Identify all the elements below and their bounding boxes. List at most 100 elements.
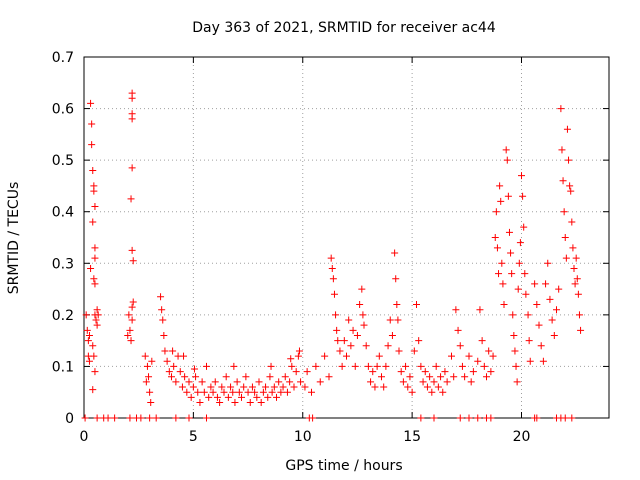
data-point [413, 301, 420, 309]
data-point [94, 311, 102, 319]
data-point [312, 362, 320, 370]
data-point [257, 399, 265, 407]
data-point [513, 378, 521, 386]
data-point [555, 285, 563, 293]
data-point [441, 368, 449, 376]
y-tick-label: 0.3 [52, 256, 74, 272]
data-point [227, 383, 235, 391]
data-point [203, 362, 210, 370]
data-point [577, 326, 585, 334]
data-point [347, 342, 355, 350]
data-point [492, 208, 500, 216]
zero-data-point [465, 414, 473, 422]
data-point [367, 378, 375, 386]
data-point [91, 368, 99, 376]
data-point [216, 399, 224, 407]
data-point [461, 373, 469, 381]
zero-data-point [137, 414, 145, 422]
data-point [548, 316, 556, 324]
y-tick-label: 0.7 [52, 50, 74, 66]
data-point [356, 301, 364, 309]
data-point [406, 373, 414, 381]
data-point [176, 368, 184, 376]
data-point [560, 208, 568, 216]
data-point [229, 388, 237, 396]
data-point [87, 264, 95, 272]
data-point [563, 125, 571, 133]
data-point [187, 393, 195, 401]
data-point [539, 357, 547, 365]
data-point [87, 99, 95, 107]
data-point [295, 347, 303, 355]
data-point [569, 244, 577, 252]
data-point [279, 383, 287, 391]
data-point [395, 347, 403, 355]
data-point [480, 362, 488, 370]
data-point [143, 362, 151, 370]
data-point [128, 94, 136, 102]
data-point [360, 321, 368, 329]
data-point [189, 383, 197, 391]
zero-data-point [81, 414, 89, 422]
data-point [334, 337, 342, 345]
data-point [343, 352, 350, 360]
data-point [169, 347, 177, 355]
data-point [287, 355, 295, 363]
data-point [327, 254, 335, 262]
data-point [467, 378, 475, 386]
data-point [373, 362, 381, 370]
data-point [491, 234, 499, 241]
data-point [537, 342, 545, 350]
data-point [292, 368, 300, 376]
data-point [448, 352, 455, 360]
data-point [301, 383, 309, 391]
data-point [255, 378, 263, 386]
data-point [170, 362, 178, 370]
data-point [147, 399, 155, 407]
data-point [531, 280, 539, 288]
data-point [128, 246, 136, 254]
data-point [145, 373, 153, 381]
data-point [524, 311, 532, 319]
data-point [84, 352, 92, 360]
data-point [340, 337, 348, 345]
data-point [127, 195, 135, 203]
data-point [573, 275, 581, 283]
data-point [126, 326, 134, 334]
data-point [421, 368, 429, 376]
data-points [81, 89, 585, 422]
data-point [321, 352, 329, 360]
data-point [380, 383, 388, 391]
data-point [498, 259, 506, 267]
zero-data-point [456, 414, 464, 422]
data-point [180, 352, 188, 360]
data-point [439, 388, 447, 396]
data-point [128, 316, 136, 324]
data-point [557, 105, 565, 113]
data-point [90, 275, 98, 283]
data-point [384, 342, 392, 350]
data-point [562, 254, 570, 262]
data-point [283, 388, 291, 396]
data-point [85, 331, 93, 339]
data-point [91, 244, 99, 252]
axis-ticks: 0 0.1 0.2 0.3 0.4 0.5 0.6 0.7 0 5 10 15 20 [52, 50, 609, 445]
data-point [89, 342, 97, 350]
data-point [157, 293, 165, 301]
data-point [570, 264, 578, 272]
data-point [88, 141, 96, 149]
zero-data-point [126, 414, 134, 422]
data-point [231, 399, 239, 407]
data-point [394, 316, 402, 324]
data-point [535, 321, 543, 329]
data-point [378, 373, 385, 381]
zero-data-point [104, 414, 112, 422]
data-point [146, 388, 154, 396]
data-point [286, 378, 294, 386]
data-point [452, 306, 460, 314]
zero-data-point [474, 414, 482, 422]
data-point [518, 172, 525, 180]
data-point [89, 166, 97, 174]
data-point [297, 378, 305, 386]
data-point [358, 285, 366, 293]
